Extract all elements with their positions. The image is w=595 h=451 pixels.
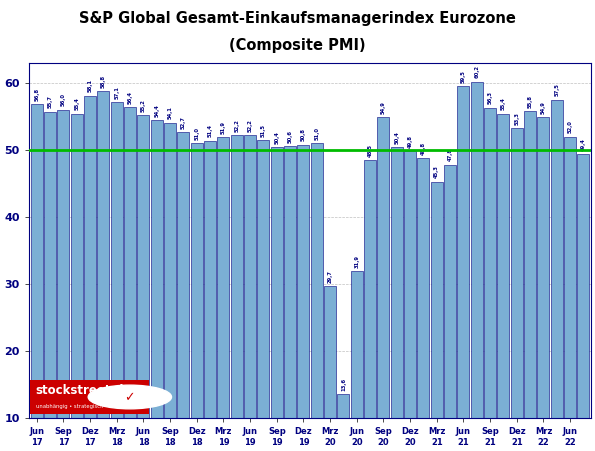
Text: 48,8: 48,8 — [421, 142, 426, 155]
Text: 57,5: 57,5 — [555, 83, 559, 97]
Bar — [418, 158, 430, 451]
Bar — [231, 135, 243, 451]
Bar — [471, 82, 483, 451]
Text: 56,8: 56,8 — [34, 88, 39, 101]
Bar — [537, 117, 550, 451]
Bar — [337, 394, 349, 451]
Bar — [497, 114, 509, 451]
Text: 55,4: 55,4 — [74, 97, 79, 110]
Bar — [377, 117, 390, 451]
Text: 52,2: 52,2 — [234, 119, 239, 132]
Text: 56,0: 56,0 — [61, 93, 66, 106]
Text: ✓: ✓ — [124, 391, 135, 404]
Bar — [124, 107, 136, 451]
Text: (Composite PMI): (Composite PMI) — [229, 38, 366, 53]
Text: 51,9: 51,9 — [221, 121, 226, 134]
Text: 52,7: 52,7 — [181, 115, 186, 129]
Text: 51,0: 51,0 — [194, 127, 199, 140]
Text: 55,4: 55,4 — [501, 97, 506, 110]
Text: 54,9: 54,9 — [381, 101, 386, 114]
Text: 55,8: 55,8 — [528, 95, 533, 108]
Text: 56,4: 56,4 — [127, 91, 133, 104]
Bar — [204, 141, 216, 451]
Text: 51,4: 51,4 — [208, 124, 212, 137]
Text: 31,9: 31,9 — [354, 255, 359, 268]
Bar — [311, 143, 322, 451]
Bar — [137, 115, 149, 451]
Bar — [431, 182, 443, 451]
Text: 50,8: 50,8 — [301, 128, 306, 141]
Bar — [351, 272, 363, 451]
Bar — [564, 137, 576, 451]
Bar — [324, 286, 336, 451]
Text: 53,3: 53,3 — [514, 112, 519, 124]
Text: 52,0: 52,0 — [568, 120, 572, 133]
Bar — [511, 128, 523, 451]
Text: 29,7: 29,7 — [328, 270, 333, 283]
Bar — [57, 110, 70, 451]
Text: 45,3: 45,3 — [434, 166, 439, 178]
Bar — [284, 146, 296, 451]
Text: S&P Global Gesamt-Einkaufsmanagerindex Eurozone: S&P Global Gesamt-Einkaufsmanagerindex E… — [79, 11, 516, 26]
Text: unabhängig • strategisch • trefflicher: unabhängig • strategisch • trefflicher — [36, 404, 136, 409]
Bar — [164, 123, 176, 451]
Bar — [111, 102, 123, 451]
Text: 54,1: 54,1 — [168, 106, 173, 119]
Text: 58,8: 58,8 — [101, 74, 106, 87]
Bar — [191, 143, 203, 451]
Text: 50,4: 50,4 — [274, 131, 279, 144]
Bar — [578, 154, 590, 451]
Text: stockstreet.de: stockstreet.de — [36, 384, 132, 397]
Bar — [177, 132, 189, 451]
Bar — [484, 108, 496, 451]
Bar — [364, 160, 376, 451]
Text: 54,4: 54,4 — [154, 104, 159, 117]
Text: 55,7: 55,7 — [48, 96, 52, 108]
Text: 57,1: 57,1 — [114, 86, 119, 99]
Text: 13,6: 13,6 — [341, 378, 346, 391]
Bar — [84, 96, 96, 451]
Text: 50,4: 50,4 — [394, 131, 399, 144]
Text: 55,2: 55,2 — [141, 99, 146, 112]
Bar — [404, 152, 416, 451]
Bar — [551, 100, 563, 451]
Bar — [258, 140, 270, 451]
Bar — [31, 104, 43, 451]
Bar — [244, 135, 256, 451]
Text: 51,0: 51,0 — [314, 127, 320, 140]
Text: 49,4: 49,4 — [581, 138, 586, 151]
Text: 47,8: 47,8 — [447, 148, 453, 161]
Text: 56,3: 56,3 — [488, 92, 493, 104]
Text: 51,5: 51,5 — [261, 124, 266, 137]
Text: 60,2: 60,2 — [474, 65, 480, 78]
Text: 48,5: 48,5 — [368, 144, 372, 157]
Bar — [391, 147, 403, 451]
Text: 54,9: 54,9 — [541, 101, 546, 114]
Text: 59,5: 59,5 — [461, 70, 466, 83]
Bar — [44, 112, 56, 451]
Bar — [71, 114, 83, 451]
Bar — [98, 91, 109, 451]
Text: 58,1: 58,1 — [87, 79, 93, 92]
Bar — [524, 111, 536, 451]
Bar — [458, 86, 469, 451]
Bar — [217, 137, 230, 451]
Bar — [444, 165, 456, 451]
Bar — [298, 145, 309, 451]
Text: 49,8: 49,8 — [408, 135, 412, 148]
Bar — [271, 147, 283, 451]
Text: 50,6: 50,6 — [287, 129, 293, 143]
Circle shape — [88, 385, 171, 409]
Text: 52,2: 52,2 — [248, 119, 253, 132]
Bar — [151, 120, 162, 451]
